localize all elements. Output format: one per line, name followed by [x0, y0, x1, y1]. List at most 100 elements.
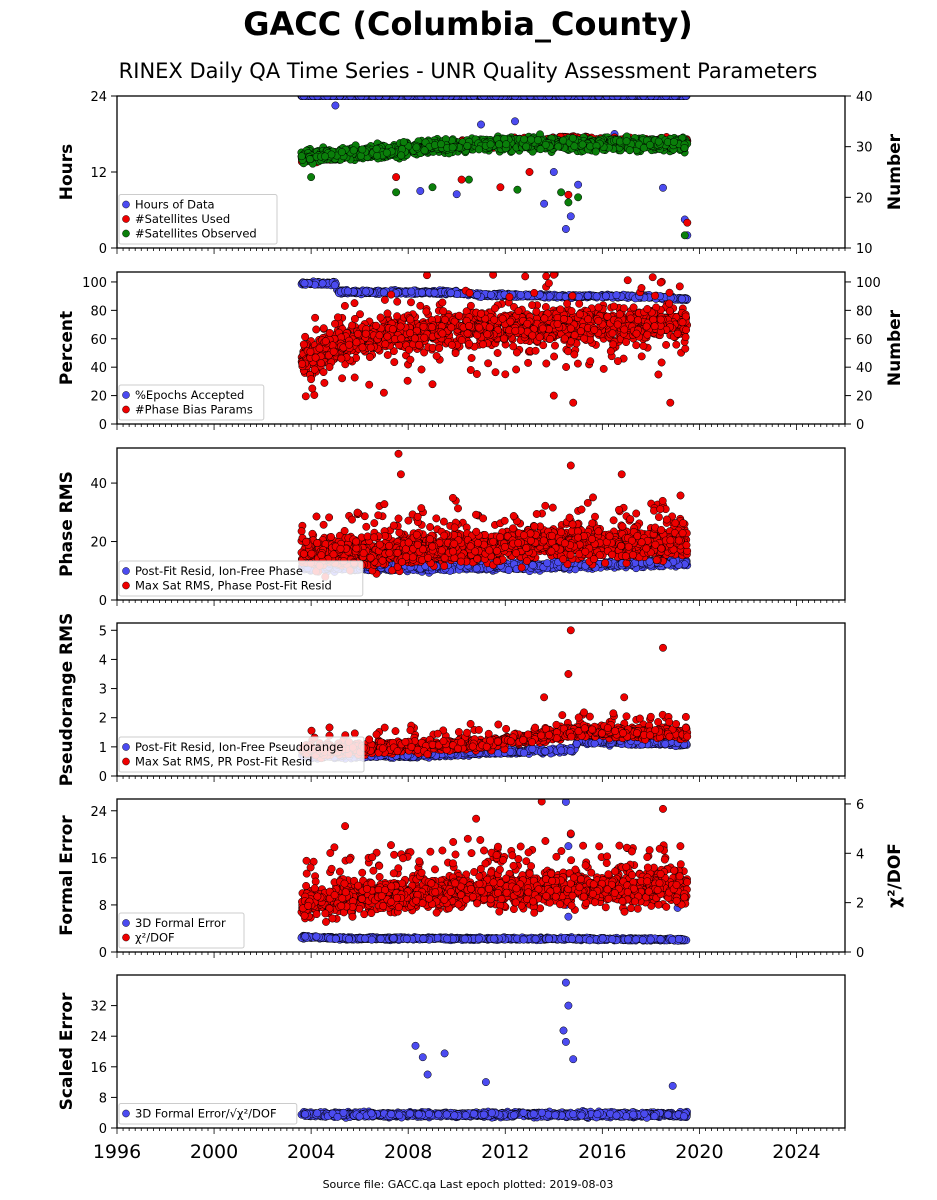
data-point-outlier [683, 218, 692, 227]
data-point-outlier [452, 190, 461, 199]
data-point [487, 290, 495, 299]
legend-label: #Satellites Used [135, 212, 230, 226]
y2-axis-label: Number [885, 133, 905, 210]
data-point [473, 290, 482, 299]
data-point-outlier [557, 188, 566, 197]
data-point-outlier [549, 168, 558, 176]
legend-marker [122, 200, 130, 209]
series-4b4bf0 [297, 96, 692, 240]
data-point [502, 140, 511, 149]
data-point [670, 137, 678, 146]
data-point [390, 358, 399, 367]
data-point [350, 373, 359, 382]
series-0a7f0a [297, 130, 692, 240]
data-point [349, 146, 358, 155]
data-point-outlier [392, 173, 401, 182]
data-point [379, 288, 388, 297]
data-point [536, 145, 545, 154]
data-point [542, 272, 551, 281]
data-point [407, 287, 416, 296]
data-point [383, 309, 392, 318]
data-point-outlier [540, 199, 549, 208]
data-point [330, 281, 339, 290]
data-point [512, 365, 521, 374]
legend-marker [122, 229, 130, 238]
data-point [520, 135, 528, 144]
data-point [533, 136, 542, 145]
data-point [516, 290, 525, 299]
data-point [672, 340, 681, 349]
data-point [639, 342, 648, 350]
data-point-outlier [464, 175, 473, 184]
data-point [615, 137, 624, 146]
data-point [648, 273, 657, 282]
data-point [505, 292, 514, 301]
data-point [625, 146, 634, 155]
data-point-outlier [496, 183, 505, 192]
data-point [568, 134, 577, 143]
data-point-outlier [525, 168, 534, 176]
data-point [350, 299, 359, 308]
data-point [448, 143, 457, 152]
data-point [554, 142, 563, 151]
data-point [320, 378, 329, 387]
data-point-outlier [564, 198, 573, 207]
data-point [343, 287, 352, 296]
data-point [586, 357, 595, 366]
data-point [637, 352, 646, 361]
data-point [382, 148, 391, 157]
data-point-outlier [566, 212, 575, 221]
y-tick-label: 12 [90, 166, 107, 181]
data-point [563, 299, 572, 308]
data-points [297, 96, 692, 240]
data-point [665, 288, 674, 297]
legend-label: Hours of Data [135, 198, 215, 212]
data-point [573, 359, 582, 368]
data-point-outlier [561, 225, 570, 233]
data-point [399, 138, 408, 146]
data-point [318, 279, 327, 288]
data-point [680, 143, 689, 152]
data-point [365, 353, 374, 362]
data-point [403, 376, 412, 385]
y-tick-label: 0 [99, 242, 107, 257]
figure-title: GACC (Columbia_County) [243, 5, 693, 43]
data-point [521, 272, 530, 281]
data-point-outlier [574, 180, 583, 189]
y2-tick-label: 20 [856, 191, 873, 206]
data-point [583, 291, 592, 300]
data-point-outlier [307, 173, 316, 182]
data-point-outlier [513, 185, 522, 194]
data-point [475, 145, 483, 154]
data-point [463, 141, 472, 150]
data-point [356, 151, 365, 160]
data-point-outlier [680, 231, 689, 240]
data-point [484, 359, 493, 368]
panel-2: 020406080100Percent020406080100Number%Ep… [57, 271, 905, 433]
data-point-outlier [416, 187, 425, 195]
data-points [297, 272, 692, 407]
legend: Hours of Data#Satellites Used#Satellites… [118, 194, 278, 245]
data-point-outlier [457, 175, 466, 184]
data-point [321, 152, 329, 161]
data-point [592, 292, 601, 301]
data-point [527, 135, 536, 144]
data-point-outlier [331, 101, 340, 110]
data-point [300, 279, 309, 288]
y2-tick-label: 40 [856, 90, 873, 105]
data-point [575, 299, 584, 308]
y2-tick-label: 10 [856, 242, 873, 257]
data-point [430, 288, 439, 297]
data-point [467, 354, 476, 362]
data-point [522, 142, 531, 151]
data-point-outlier [574, 193, 583, 202]
data-point-outlier [564, 190, 573, 199]
data-point [387, 290, 396, 299]
data-point [417, 365, 426, 374]
y-tick-label: 24 [90, 90, 107, 105]
data-point [306, 155, 314, 164]
data-point [361, 287, 370, 296]
